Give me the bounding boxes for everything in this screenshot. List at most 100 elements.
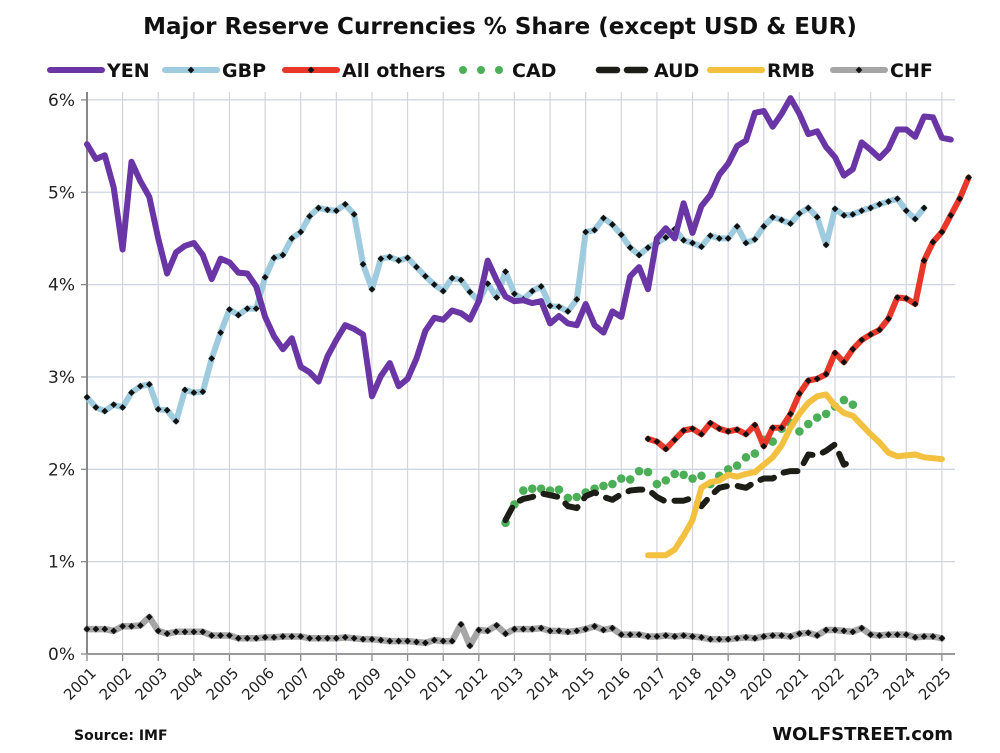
data-marker-gbp (831, 205, 839, 213)
legend-item-gbp: GBP (162, 60, 266, 82)
data-marker-chf (368, 635, 376, 643)
data-marker-gbp (733, 223, 741, 230)
x-tick-label: 2013 (488, 664, 528, 704)
data-point-cad (795, 427, 804, 436)
y-tick-label: 5% (48, 183, 75, 203)
data-marker-gbp (796, 210, 803, 217)
data-marker-gbp (813, 213, 821, 221)
data-marker-gbp (261, 273, 269, 281)
data-marker-gbp (885, 198, 892, 205)
data-marker-chf (270, 633, 278, 641)
x-tick-label: 2001 (60, 664, 100, 704)
data-marker-gbp (902, 207, 910, 215)
data-marker-all-others (804, 377, 812, 385)
data-marker-gbp (413, 263, 420, 271)
data-marker-gbp (350, 211, 358, 218)
data-marker-gbp (332, 207, 340, 215)
data-marker-all-others (858, 336, 866, 344)
series-line-yen (84, 95, 954, 400)
legend-item-all-others: All others (282, 60, 446, 82)
data-marker-gbp (742, 239, 750, 247)
source-note: Source: IMF (74, 728, 168, 744)
x-tick-label: 2011 (416, 664, 456, 704)
data-marker-chf (234, 634, 242, 642)
data-marker-all-others (893, 294, 901, 301)
data-marker-chf (350, 634, 358, 642)
legend-label: CHF (890, 60, 933, 82)
x-tick-label: 2014 (523, 664, 563, 704)
data-marker-gbp (769, 213, 777, 221)
data-marker-chf (243, 634, 251, 642)
x-tick-label: 2009 (345, 664, 385, 704)
data-marker-chf (341, 633, 349, 641)
legend-label: AUD (654, 60, 699, 82)
data-marker-chf (315, 634, 322, 642)
legend-marker (307, 66, 315, 74)
data-marker-gbp (119, 404, 127, 411)
data-point-cad (519, 486, 528, 495)
y-tick-label: 1% (48, 553, 75, 573)
data-marker-gbp (591, 226, 598, 234)
data-marker-gbp (876, 200, 883, 208)
x-tick-label: 2025 (915, 664, 955, 704)
data-marker-gbp (83, 393, 91, 401)
brand-watermark: WOLFSTREET.com (772, 724, 953, 745)
data-marker-all-others (724, 428, 732, 435)
data-marker-gbp (920, 204, 928, 212)
legend: YEN GBP All others CAD AUD RMB CHF (47, 60, 933, 82)
data-marker-chf (163, 630, 171, 638)
data-marker-gbp (582, 228, 590, 236)
data-marker-all-others (742, 430, 750, 438)
x-tick-label: 2006 (238, 664, 278, 704)
x-tick-label: 2012 (452, 664, 492, 704)
data-point-cad (723, 465, 733, 474)
data-marker-gbp (439, 287, 447, 295)
x-tick-label: 2007 (274, 664, 314, 704)
data-marker-gbp (706, 232, 714, 240)
data-point-cad (634, 466, 644, 476)
data-point-cad (572, 492, 582, 502)
data-point-cad (563, 493, 573, 503)
data-marker-chf (324, 634, 331, 642)
legend-item-rmb: RMB (707, 60, 815, 82)
data-marker-chf (172, 628, 180, 636)
x-tick-label: 2022 (808, 664, 848, 704)
data-marker-gbp (635, 251, 643, 259)
data-point-cad (608, 479, 617, 489)
data-marker-gbp (858, 207, 866, 215)
data-marker-chf (404, 637, 411, 645)
legend-label: GBP (222, 60, 266, 82)
data-marker-all-others (822, 370, 830, 378)
y-tick-label: 0% (48, 645, 75, 665)
data-marker-gbp (270, 254, 278, 262)
data-marker-gbp (154, 405, 162, 413)
y-tick-label: 2% (48, 460, 75, 480)
data-marker-gbp (911, 215, 919, 223)
series-aud (502, 441, 856, 524)
data-marker-gbp (359, 260, 367, 268)
grid (87, 92, 955, 654)
data-marker-gbp (306, 212, 314, 220)
data-marker-gbp (698, 243, 705, 251)
series-line-aud (502, 441, 856, 524)
data-point-cad (750, 449, 760, 458)
data-marker-gbp (234, 311, 242, 319)
data-marker-chf (332, 634, 340, 642)
data-point-cad (688, 474, 697, 483)
x-tick-label: 2003 (131, 664, 171, 704)
data-marker-gbp (181, 386, 189, 394)
x-tick-label: 2004 (167, 664, 207, 704)
legend-item-aud: AUD (595, 60, 699, 82)
data-marker-all-others (653, 438, 661, 445)
data-marker-gbp (421, 272, 429, 280)
data-point-cad (554, 485, 564, 494)
series-yen (84, 95, 954, 400)
data-marker-gbp (609, 221, 616, 228)
data-marker-chf (154, 627, 162, 635)
data-marker-gbp (867, 204, 875, 212)
data-point-cad (804, 419, 813, 429)
data-marker-chf (430, 636, 438, 644)
data-marker-gbp (128, 389, 135, 397)
data-marker-chf (181, 628, 189, 636)
data-marker-gbp (145, 380, 153, 388)
